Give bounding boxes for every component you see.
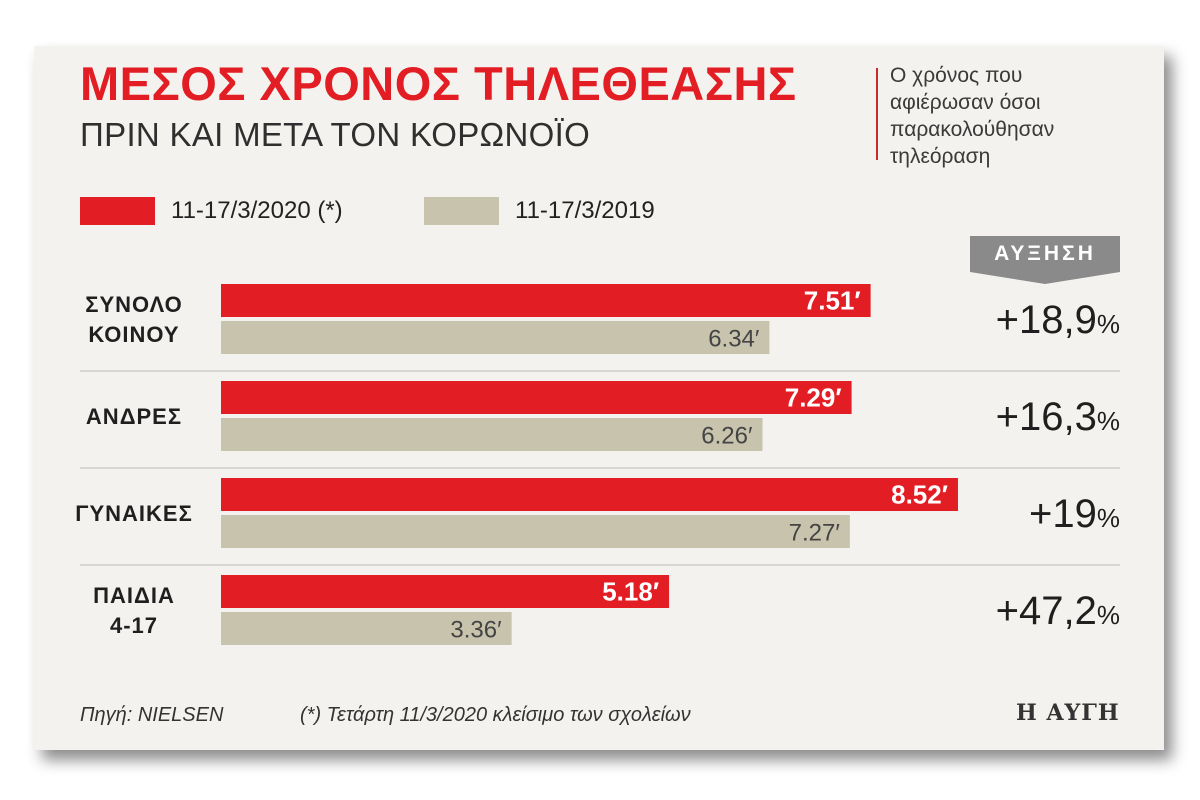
source-label: Πηγή: NIELSEN xyxy=(80,704,224,726)
bar-2019 xyxy=(221,418,763,451)
publisher-logo: Η ΑΥΓΗ xyxy=(1016,700,1120,726)
category-label: ΣΥΝΟΛΟ xyxy=(85,292,182,317)
category-label: 4-17 xyxy=(110,613,158,638)
bar-2020 xyxy=(221,575,670,608)
bar-value-label-2020: 7.51′ xyxy=(804,286,861,316)
bar-chart: ΣΥΝΟΛΟ ΚΟΙΝΟΥ 7.51′ 6.34′ +18,9% ΑΝΔΡΕΣ 7.29′ 6… xyxy=(75,284,1120,645)
increase-value: +16,3% xyxy=(996,395,1120,439)
chart-title: ΜΕΣΟΣ ΧΡΟΝΟΣ ΤΗΛΕΘΕΑΣΗΣ xyxy=(80,57,797,110)
category-label: ΑΝΔΡΕΣ xyxy=(86,404,182,429)
note-divider xyxy=(876,68,878,160)
increase-header-tip xyxy=(970,272,1120,284)
legend-item-2020: 11-17/3/2020 (*) xyxy=(80,196,343,226)
legend-swatch-2019 xyxy=(424,197,499,225)
infographic-card: ΜΕΣΟΣ ΧΡΟΝΟΣ ΤΗΛΕΘΕΑΣΗΣ ΠΡΙΝ ΚΑΙ ΜΕΤΑ ΤΟ… xyxy=(34,46,1164,750)
legend-item-2019: 11-17/3/2019 xyxy=(424,196,655,226)
chart-subtitle: ΠΡΙΝ ΚΑΙ ΜΕΤΑ ΤΟΝ ΚΟΡΩΝΟΪΟ xyxy=(80,116,591,153)
bar-value-label-2019: 6.34′ xyxy=(708,326,760,353)
bar-value-label-2020: 8.52′ xyxy=(891,480,948,510)
category-label: ΠΑΙΔΙΑ xyxy=(93,583,175,608)
legend-label-2020: 11-17/3/2020 (*) xyxy=(171,197,343,224)
increase-value: +18,9% xyxy=(996,298,1120,342)
chart-note: Ο χρόνος που αφιέρωσαν όσοι παρακολούθησ… xyxy=(890,64,1055,168)
bar-value-label-2019: 7.27′ xyxy=(789,520,841,547)
bar-2020 xyxy=(221,284,871,317)
footnote: (*) Τετάρτη 11/3/2020 κλείσιμο των σχολε… xyxy=(300,704,691,726)
bar-value-label-2020: 7.29′ xyxy=(785,383,842,413)
bar-2019 xyxy=(221,515,850,548)
increase-value: +19% xyxy=(1029,492,1120,536)
category-label: ΓΥΝΑΙΚΕΣ xyxy=(75,501,193,526)
bar-2019 xyxy=(221,321,770,354)
increase-header: ΑΥΞΗΣΗ xyxy=(970,236,1120,272)
legend-swatch-2020 xyxy=(80,197,155,225)
bar-value-label-2019: 6.26′ xyxy=(701,423,753,450)
bar-value-label-2019: 3.36′ xyxy=(450,617,502,644)
legend-label-2019: 11-17/3/2019 xyxy=(515,197,655,224)
increase-value: +47,2% xyxy=(996,589,1120,633)
bar-2020 xyxy=(221,478,958,511)
bar-value-label-2020: 5.18′ xyxy=(602,577,659,607)
category-label: ΚΟΙΝΟΥ xyxy=(88,322,179,347)
bar-2019 xyxy=(221,612,512,645)
bar-2020 xyxy=(221,381,852,414)
